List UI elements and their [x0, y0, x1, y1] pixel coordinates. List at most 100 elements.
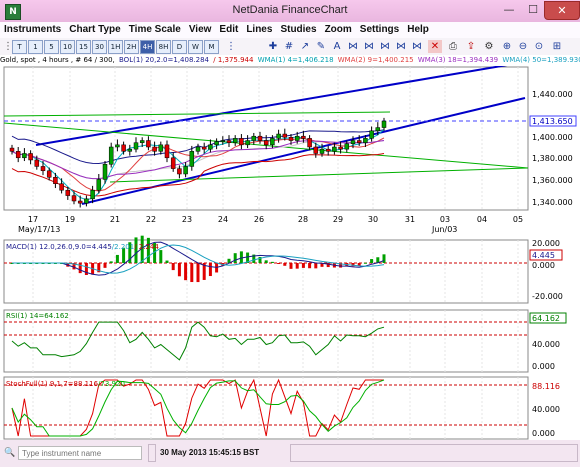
candle-body	[139, 140, 145, 143]
app-logo-icon: N	[5, 4, 21, 20]
macd-histogram-bar	[339, 263, 343, 268]
menu-zoom[interactable]: Zoom	[324, 24, 352, 35]
candle-body	[363, 138, 368, 143]
toolbar-grip-icon: ⋮	[3, 41, 13, 52]
candle-body	[59, 183, 64, 191]
macd-histogram-bar	[277, 263, 281, 264]
menu-view[interactable]: View	[188, 24, 212, 35]
timescale-1h-button[interactable]: 1H	[108, 40, 123, 54]
window-title: NetDania FinanceChart	[232, 4, 348, 16]
timescale-day-button[interactable]: D	[172, 40, 187, 54]
zoom-out-icon[interactable]: ⊖	[518, 41, 528, 52]
rsi-legend: RSI(1) 14=64.162	[6, 312, 69, 320]
maximize-button[interactable]: ☐	[528, 3, 538, 16]
candle-body	[84, 198, 89, 204]
menu-chart-type[interactable]: Chart Type	[69, 24, 121, 35]
pitchfork-icon[interactable]: ⋈	[396, 41, 406, 52]
pencil-icon[interactable]: ✎	[316, 41, 326, 52]
stoch-d-line	[11, 379, 385, 437]
timescale-4h-button[interactable]: 4H	[140, 40, 155, 54]
stoch-current-label: 88.116	[532, 382, 560, 391]
date-sublabel-jun: Jun/03	[431, 225, 457, 234]
timescale-tick-button[interactable]: T	[12, 40, 27, 54]
candle-body	[77, 200, 83, 204]
candle-body	[46, 170, 52, 178]
date-axis: 17 19 21 22 23 24 26 28 29 30 31 03 04 0…	[18, 215, 523, 234]
chart-area[interactable]: 1,440.000 1,400.000 1,380.000 1,360.000 …	[0, 61, 580, 440]
candle-body	[208, 144, 213, 150]
menu-time-scale[interactable]: Time Scale	[128, 24, 181, 35]
stoch-panel-frame	[3, 376, 529, 440]
macd-histogram-bar	[146, 237, 150, 263]
delete-icon[interactable]: ✕	[428, 40, 442, 53]
timescale-30m-button[interactable]: 30	[92, 40, 107, 54]
fibonacci-fan-icon[interactable]: ⋈	[364, 41, 374, 52]
date-label: 28	[298, 215, 308, 224]
candle-body	[9, 147, 15, 152]
candle-body	[375, 127, 381, 132]
menu-edit[interactable]: Edit	[219, 24, 239, 35]
line-tool-icon[interactable]: ↗	[300, 41, 310, 52]
menu-help[interactable]: Help	[407, 24, 429, 35]
timescale-10m-button[interactable]: 10	[60, 40, 75, 54]
crosshair-icon[interactable]: ✚	[268, 41, 278, 52]
macd-histogram-bar	[122, 247, 126, 263]
timescale-week-button[interactable]: W	[188, 40, 203, 54]
toolbar-separator-icon: ⋮	[226, 41, 236, 52]
date-label: 17	[28, 215, 38, 224]
candlesticks	[9, 117, 387, 208]
minimize-button[interactable]: —	[503, 3, 515, 16]
candle-body	[177, 168, 182, 175]
settings-icon[interactable]: ⚙	[484, 41, 494, 52]
candle-body	[288, 137, 294, 141]
zoom-in-icon[interactable]: ⊕	[502, 41, 512, 52]
macd-histogram-bar	[78, 263, 82, 274]
candle-body	[183, 166, 188, 175]
legend-wma2: WMA(2) 9=1,400.215	[337, 56, 414, 64]
macd-signal-line	[12, 244, 385, 274]
date-label: 21	[110, 215, 120, 224]
gann-icon[interactable]: ⋈	[412, 41, 422, 52]
macd-histogram-bar	[301, 263, 305, 268]
export-icon[interactable]: ⇪	[466, 41, 476, 52]
candle-body	[158, 144, 164, 152]
menu-studies[interactable]: Studies	[280, 24, 317, 35]
title-bar: N NetDania FinanceChart — ☐ ✕	[0, 0, 580, 23]
fit-icon[interactable]: ⊞	[552, 41, 562, 52]
fibonacci-icon[interactable]: ⋈	[348, 41, 358, 52]
stoch-label-0: 0.000	[532, 429, 555, 438]
chart-canvas[interactable]: 1,440.000 1,400.000 1,380.000 1,360.000 …	[0, 61, 580, 440]
macd-current-label: 4.445	[532, 251, 555, 260]
candle-body	[350, 140, 356, 145]
close-button[interactable]: ✕	[544, 1, 580, 20]
timescale-8h-button[interactable]: 8H	[156, 40, 171, 54]
timescale-2h-button[interactable]: 2H	[124, 40, 139, 54]
macd-histogram-bar	[184, 263, 188, 281]
text-tool-icon[interactable]: A	[333, 41, 341, 52]
instrument-search-input[interactable]	[18, 446, 142, 460]
rsi-label-0: 0.000	[532, 362, 555, 371]
trend-line-green-3[interactable]	[109, 167, 529, 183]
fibonacci-arc-icon[interactable]: ⋈	[380, 41, 390, 52]
menu-lines[interactable]: Lines	[246, 24, 273, 35]
date-label: 22	[146, 215, 156, 224]
legend-bollinger-lower: / 1,375.944	[213, 56, 254, 64]
timescale-5m-button[interactable]: 5	[44, 40, 59, 54]
macd-histogram-bar	[171, 263, 175, 271]
status-divider	[148, 444, 156, 462]
channel-upper-line[interactable]	[35, 61, 526, 146]
candle-body	[90, 189, 95, 200]
legend-instrument: Gold, spot , 4 hours , # 64 / 300,	[0, 56, 115, 64]
timescale-15m-button[interactable]: 15	[76, 40, 91, 54]
menu-instruments[interactable]: Instruments	[4, 24, 62, 35]
timescale-1m-button[interactable]: 1	[28, 40, 43, 54]
timescale-month-button[interactable]: M	[204, 40, 219, 54]
date-label: 30	[368, 215, 378, 224]
grid-icon[interactable]: #	[284, 41, 294, 52]
print-icon[interactable]: ⎙	[449, 41, 457, 52]
menu-settings[interactable]: Settings	[359, 24, 400, 35]
zoom-reset-icon[interactable]: ⊙	[534, 41, 544, 52]
trend-line-green-1[interactable]	[3, 111, 391, 117]
macd-line	[12, 241, 385, 276]
candle-body	[170, 157, 176, 169]
